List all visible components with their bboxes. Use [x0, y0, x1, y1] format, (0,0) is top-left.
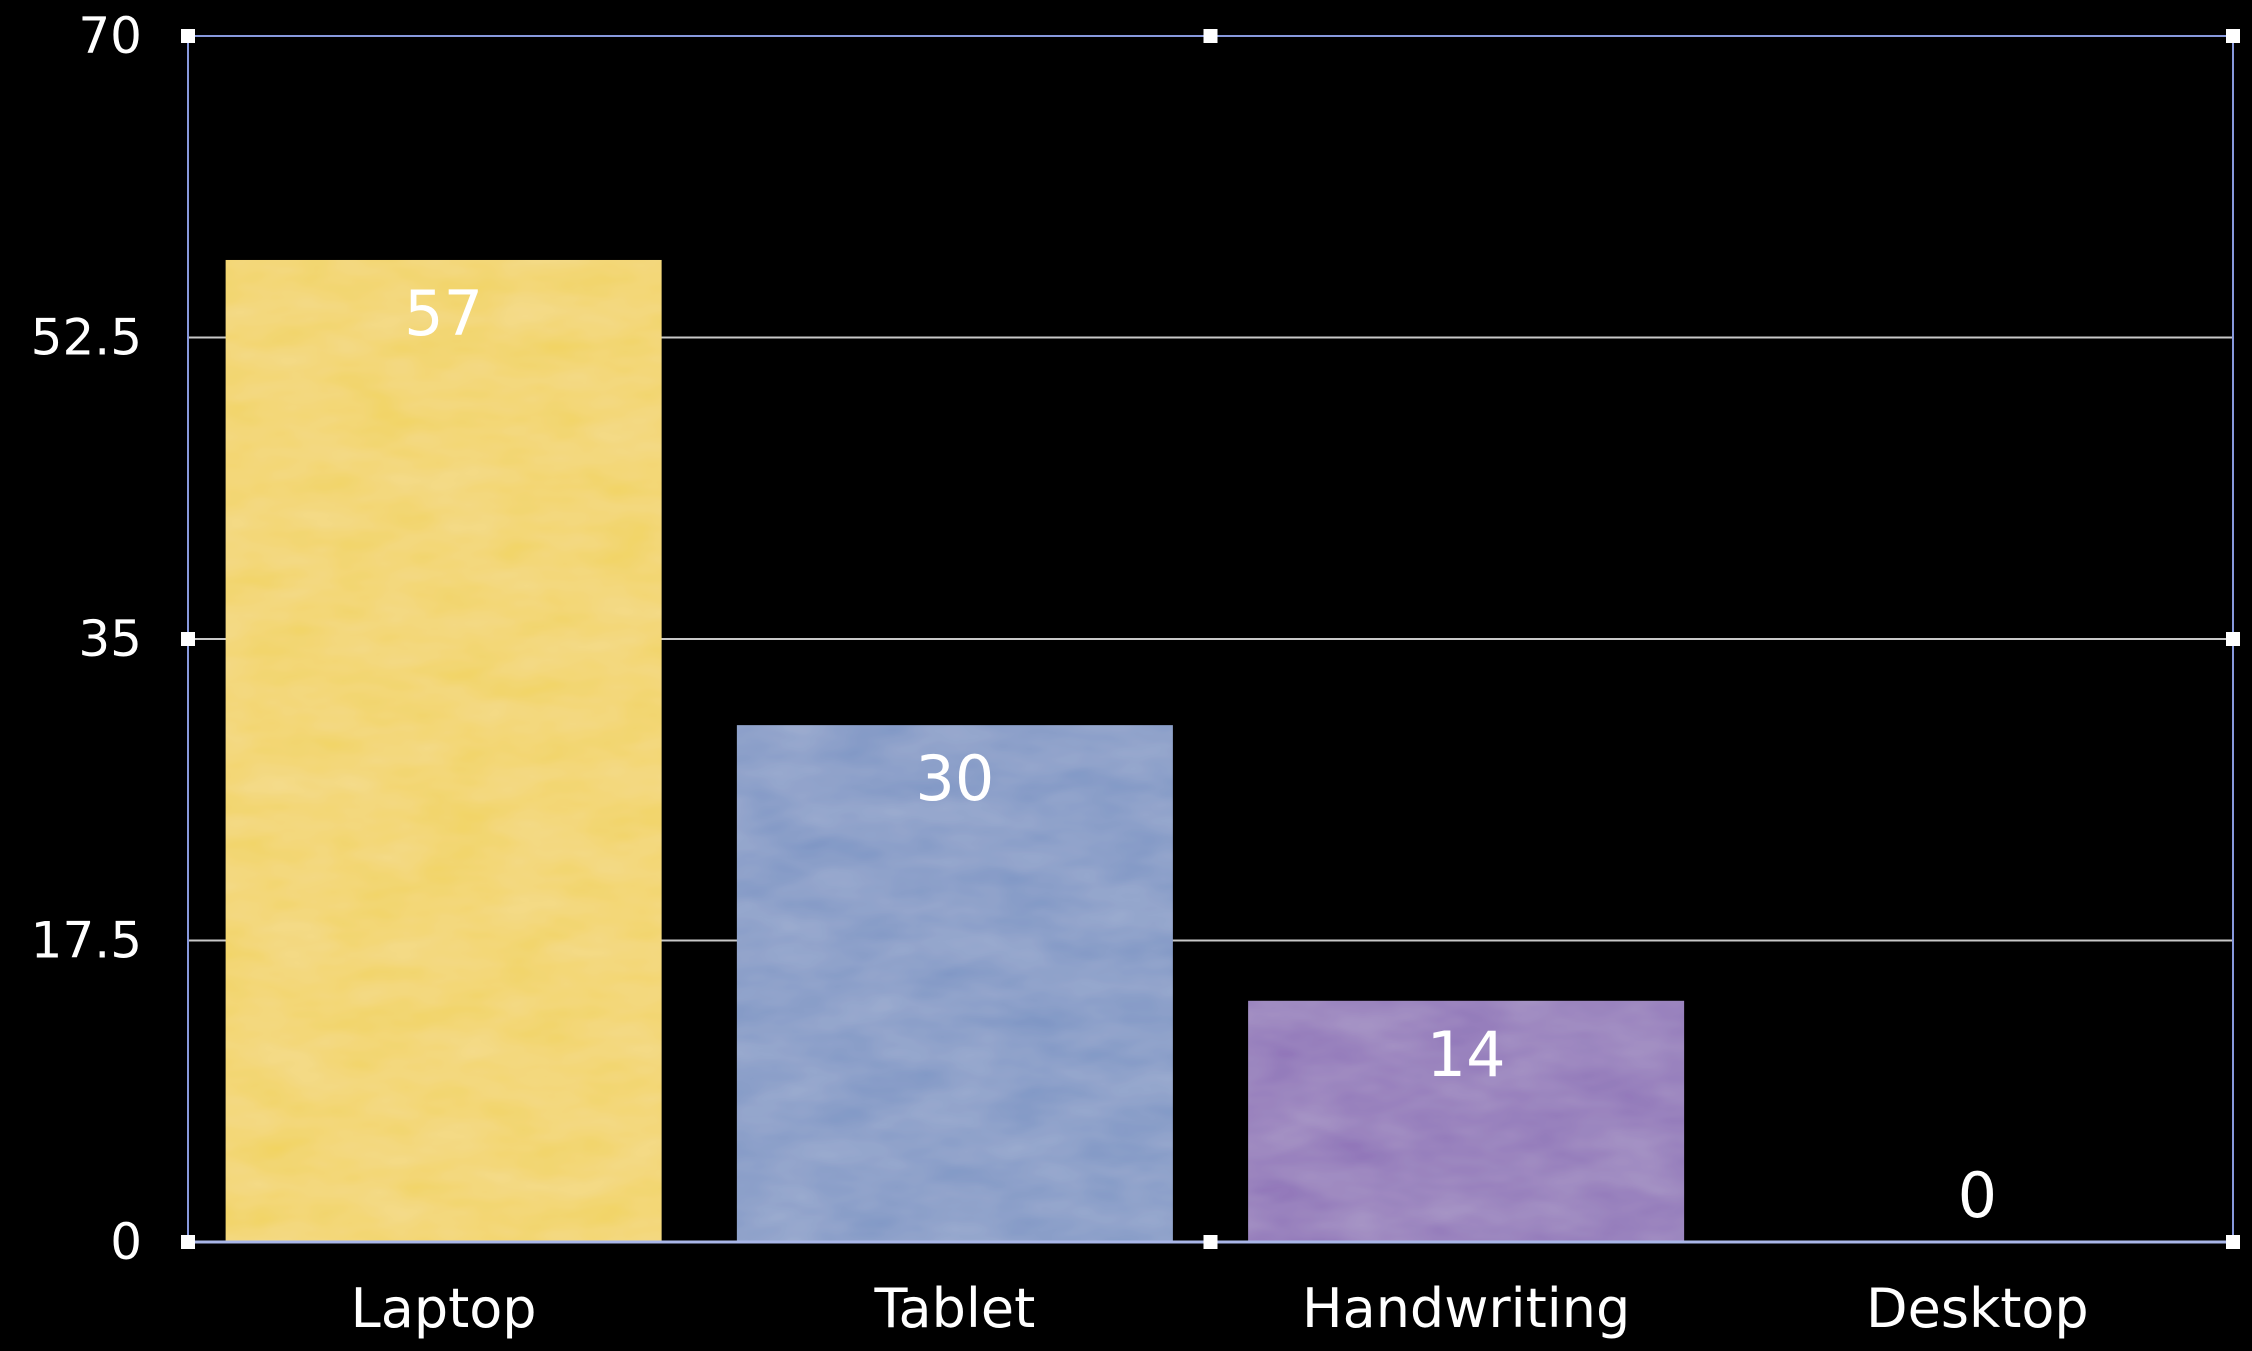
x-tick-label-handwriting: Handwriting [1302, 1277, 1630, 1340]
selection-handle[interactable] [1203, 1235, 1218, 1249]
selection-handle[interactable] [181, 29, 195, 43]
bars [225, 259, 1685, 1242]
plot-frame [181, 29, 2240, 1249]
x-tick-label-desktop: Desktop [1866, 1277, 2089, 1340]
y-tick-label: 35 [78, 610, 142, 668]
data-label-handwriting: 14 [1427, 1018, 1506, 1091]
data-label-laptop: 57 [404, 277, 483, 350]
bar-tablet [736, 725, 1173, 1242]
selection-handle[interactable] [181, 632, 195, 646]
y-tick-label: 52.5 [31, 309, 142, 367]
selection-handle[interactable] [2226, 1235, 2240, 1249]
data-label-tablet: 30 [915, 742, 994, 815]
y-tick-label: 70 [78, 7, 142, 65]
x-tick-label-laptop: Laptop [351, 1277, 537, 1340]
data-labels: 57 30 14 0 [404, 277, 1997, 1232]
selection-handle[interactable] [1203, 29, 1218, 43]
x-tick-label-tablet: Tablet [873, 1277, 1035, 1340]
selection-handle[interactable] [2226, 29, 2240, 43]
y-tick-label: 0 [110, 1213, 142, 1271]
selection-handle[interactable] [181, 1235, 195, 1249]
x-axis-tick-labels: Laptop Tablet Handwriting Desktop [351, 1277, 2089, 1340]
bar-handwriting [1248, 1000, 1685, 1242]
y-axis-tick-labels: 0 17.5 35 52.5 70 [31, 7, 142, 1271]
data-label-desktop: 0 [1958, 1159, 1997, 1232]
y-tick-label: 17.5 [31, 912, 142, 970]
bar-laptop [225, 259, 662, 1242]
selection-handle[interactable] [2226, 632, 2240, 646]
